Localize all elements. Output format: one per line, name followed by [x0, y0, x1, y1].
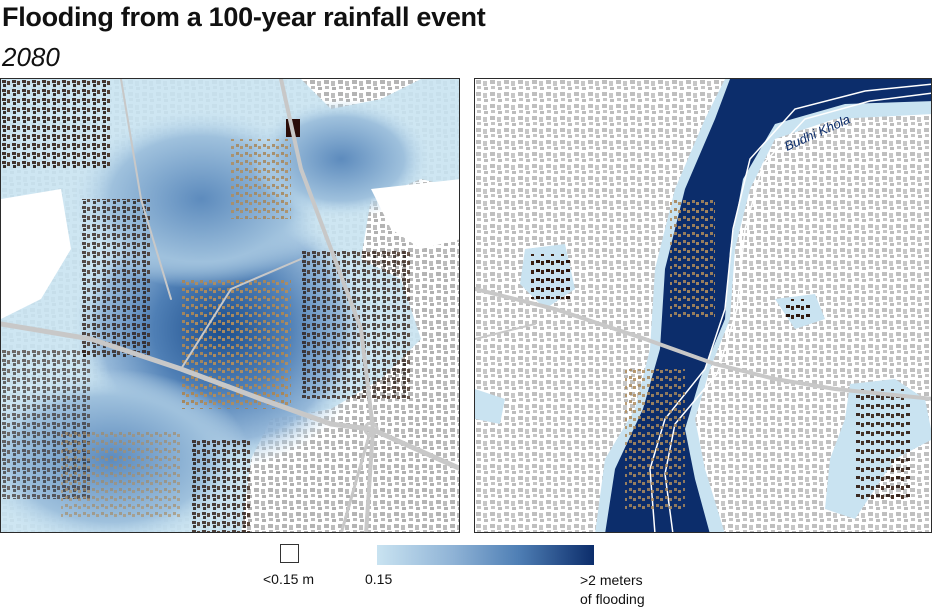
roads-right [475, 287, 931, 401]
legend-ramp-max-line1: >2 meters [580, 572, 643, 588]
legend-no-flood-swatch [280, 544, 299, 563]
roads-left [1, 79, 459, 532]
page-title: Flooding from a 100-year rainfall event [2, 2, 486, 32]
legend-no-flood-label: <0.15 m [263, 571, 314, 587]
legend-ramp-max-label: >2 meters of flooding [580, 571, 645, 609]
legend-ramp-min-label: 0.15 [365, 571, 393, 587]
map-left[interactable] [0, 78, 460, 533]
legend-ramp-max-line2: of flooding [580, 591, 645, 607]
page-subtitle: 2080 [2, 42, 60, 72]
map-right[interactable]: Budhi Khola [474, 78, 932, 533]
flooded-buildings-right [530, 199, 910, 509]
map-left-canvas [1, 79, 459, 532]
legend-color-ramp [377, 545, 594, 565]
map-right-canvas: Budhi Khola [475, 79, 931, 532]
